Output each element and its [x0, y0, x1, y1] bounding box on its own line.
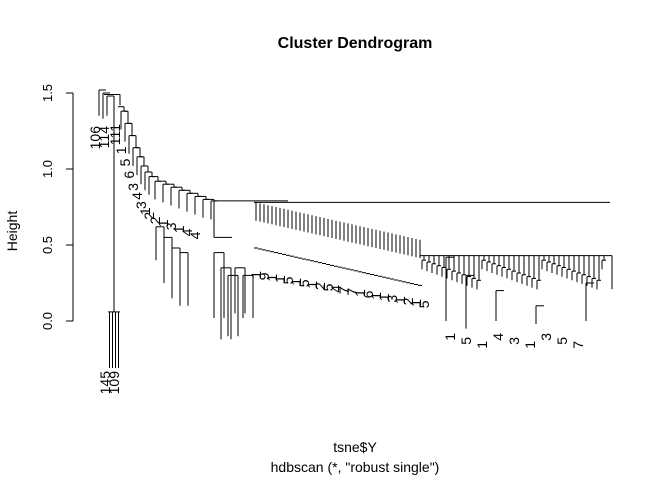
leaf-label: 1	[392, 296, 408, 304]
leaf-label: 7	[336, 286, 352, 294]
leaf-label: 6	[360, 290, 376, 298]
leaf-label: 1	[171, 225, 187, 233]
leaf-label: 5	[296, 279, 312, 287]
leaf-label: 5	[554, 337, 570, 345]
dendrogram-branches	[98, 89, 613, 368]
leaf-label: 1	[155, 219, 171, 227]
x-axis-title: tsne$Y	[333, 439, 377, 455]
leaf-label: 2	[147, 216, 163, 224]
leaf-label: 106	[87, 126, 103, 150]
leaf-label: 3	[163, 222, 179, 230]
leaf-label: 4	[490, 333, 506, 341]
leaf-label: 1	[376, 293, 392, 301]
leaf-label: 1	[442, 333, 458, 341]
leaf-label: 1	[113, 146, 129, 154]
chart-subtitle: hdbscan (*, "robust single")	[271, 459, 440, 475]
leaf-label: 145	[97, 371, 113, 395]
y-tick-label-1: 0.5	[40, 236, 55, 254]
leaf-label: 3	[125, 183, 141, 191]
leaf-label: 1	[264, 274, 280, 282]
leaf-label: 2	[400, 297, 416, 305]
leaf-label: 4	[328, 285, 344, 293]
leaf-label: 1	[137, 207, 153, 215]
leaf-label: 114	[96, 126, 112, 149]
leaf-label: 1	[522, 341, 538, 349]
leaf-label: 1	[272, 275, 288, 283]
y-tick-label-2: 1.0	[40, 160, 55, 178]
y-tick-label-0: 0.0	[40, 312, 55, 330]
leaf-label: 4	[187, 231, 203, 239]
leaf-label: 1	[368, 292, 384, 300]
leaf-label: 111	[107, 124, 123, 145]
leaf-label: 5	[458, 337, 474, 345]
leaf-label: 1	[352, 289, 368, 297]
leaf-label: 5	[117, 158, 133, 166]
leaf-label: 4	[129, 192, 145, 200]
leaf-label: 2	[141, 212, 157, 220]
dendrogram-leaf-labels: 1451091061141111563431221314419115151254…	[87, 124, 586, 395]
leaf-label: 5	[416, 300, 432, 308]
y-axis: 0.0 0.5 1.0 1.5	[40, 84, 74, 330]
leaf-label: 9	[256, 272, 272, 280]
leaf-label: 4	[179, 228, 195, 236]
leaf-label: 5	[280, 276, 296, 284]
y-tick-label-3: 1.5	[40, 84, 55, 102]
leaf-label: 1	[304, 281, 320, 289]
leaf-label: 7	[344, 288, 360, 296]
leaf-label: 109	[106, 371, 122, 395]
leaf-label: 2	[312, 282, 328, 290]
leaf-label: 5	[320, 283, 336, 291]
leaf-label: 1	[408, 299, 424, 307]
leaf-label: 3	[506, 337, 522, 345]
leaf-label: 3	[538, 333, 554, 341]
leaf-label: 1	[288, 278, 304, 286]
chart-title: Cluster Dendrogram	[278, 35, 433, 52]
leaf-label: 3	[133, 201, 149, 209]
leaf-label: 1	[474, 341, 490, 349]
leaf-label: 3	[384, 295, 400, 303]
leaf-label: 7	[570, 341, 586, 349]
y-axis-title: Height	[4, 211, 20, 252]
leaf-label: 1	[248, 271, 264, 279]
leaf-label: 6	[121, 171, 137, 179]
